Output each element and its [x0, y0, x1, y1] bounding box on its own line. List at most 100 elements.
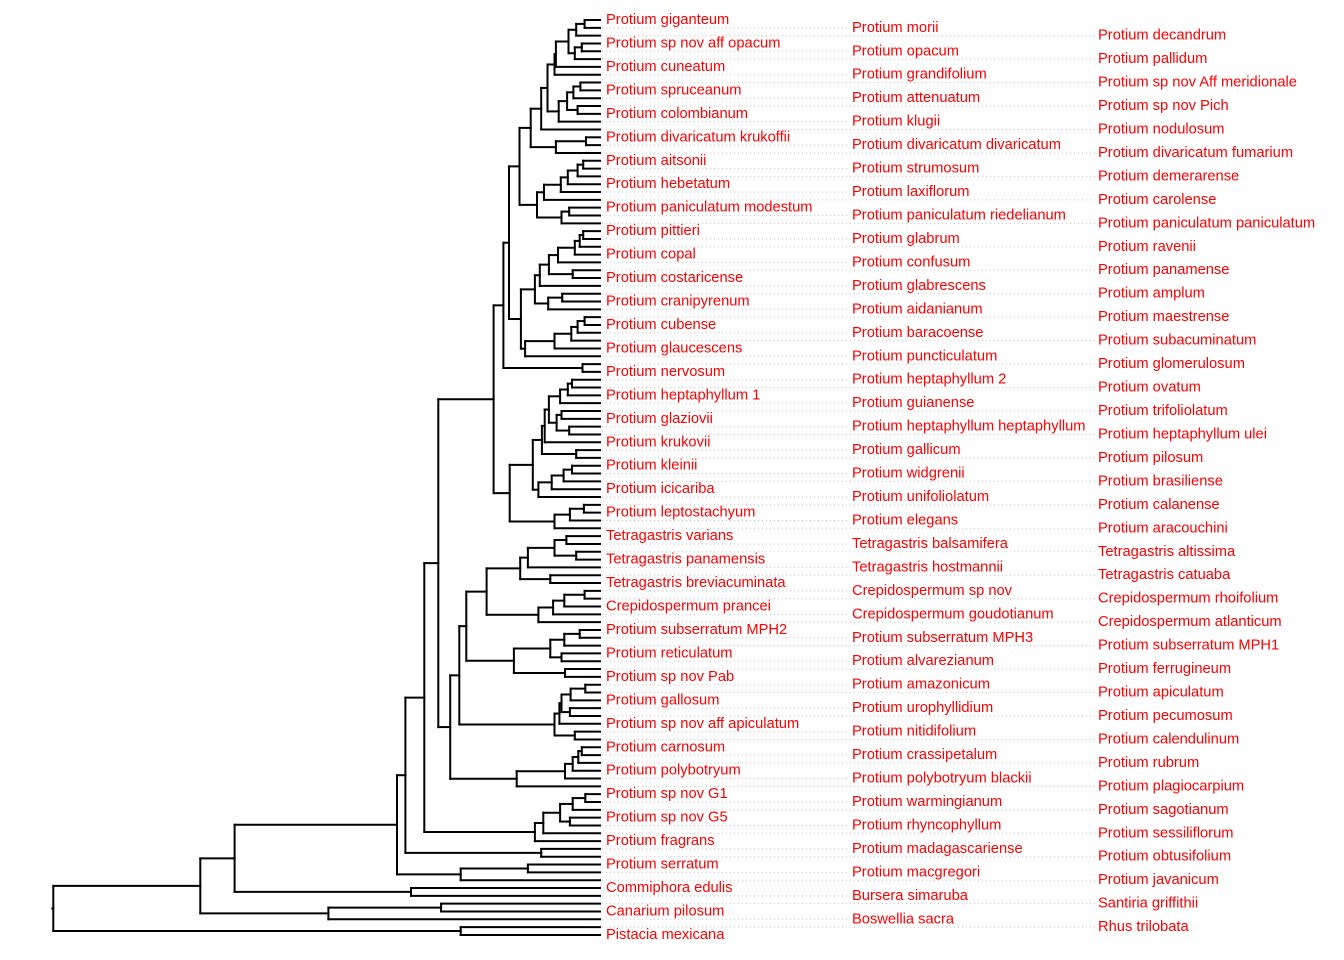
tip-label: Protium heptaphyllum 2: [852, 372, 1006, 388]
tip-label: Canarium pilosum: [606, 903, 724, 919]
tip-label: Protium paniculatum riedelianum: [852, 208, 1066, 224]
tip-label: Protium nitidifolium: [852, 724, 976, 740]
tip-labels: Protium giganteum Protium morii Protium de…: [606, 12, 1315, 943]
tip-label: Protium attenuatum: [852, 90, 980, 106]
tip-label: Protium heptaphyllum 1: [606, 387, 760, 403]
tip-label: Protium javanicum: [1098, 872, 1219, 888]
tip-label: Protium subserratum MPH2: [606, 622, 787, 638]
tip-label: Protium warmingianum: [852, 794, 1002, 810]
tip-label: Crepidospermum prancei: [606, 599, 771, 615]
tip-label: Protium paniculatum modestum: [606, 200, 813, 216]
tip-label: Protium carolense: [1098, 192, 1216, 208]
tip-label: Tetragastris altissima: [1098, 544, 1236, 560]
tip-label: Protium glaucescens: [606, 340, 742, 356]
tip-label: Protium amazonicum: [852, 677, 990, 693]
tip-label: Protium subacuminatum: [1098, 333, 1256, 349]
tip-label: Tetragastris balsamifera: [852, 536, 1009, 552]
tip-label: Protium obtusifolium: [1098, 849, 1231, 865]
tip-label: Protium apiculatum: [1098, 685, 1224, 701]
tip-label: Protium calanense: [1098, 497, 1220, 513]
tip-label: Protium heptaphyllum heptaphyllum: [852, 419, 1086, 435]
tip-label: Protium calendulinum: [1098, 731, 1239, 747]
tip-label: Protium nodulosum: [1098, 121, 1225, 137]
tip-label: Protium panamense: [1098, 262, 1229, 278]
tip-label: Protium sessiliflorum: [1098, 825, 1233, 841]
tip-label: Protium klugii: [852, 114, 940, 130]
tip-label: Protium widgrenii: [852, 466, 965, 482]
tip-label: Protium glaziovii: [606, 411, 713, 427]
tip-label: Protium pittieri: [606, 223, 700, 239]
tip-label: Protium sp nov Aff meridionale: [1098, 75, 1297, 91]
tip-label: Protium kleinii: [606, 458, 697, 474]
tip-label: Protium opacum: [852, 43, 959, 59]
tip-label: Pistacia mexicana: [606, 927, 725, 943]
tip-label: Protium gallosum: [606, 692, 719, 708]
tip-label: Protium cranipyrenum: [606, 294, 750, 310]
tip-label: Rhus trilobata: [1098, 919, 1189, 935]
tip-label: Protium glomerulosum: [1098, 356, 1245, 372]
tip-label: Protium madagascariense: [852, 841, 1023, 857]
tip-label: Protium sp nov Pich: [1098, 98, 1229, 114]
tip-label: Protium ferrugineum: [1098, 661, 1231, 677]
tip-label: Protium ovatum: [1098, 380, 1201, 396]
tip-label: Protium subserratum MPH3: [852, 630, 1033, 646]
tip-label: Protium fragrans: [606, 833, 715, 849]
tip-label: Protium giganteum: [606, 12, 729, 28]
tip-label: Protium cuneatum: [606, 59, 725, 75]
tip-label: Protium rhyncophyllum: [852, 817, 1001, 833]
tip-label: Protium crassipetalum: [852, 747, 997, 763]
tip-label: Protium divaricatum fumarium: [1098, 145, 1293, 161]
tip-label: Protium morii: [852, 20, 939, 36]
tip-label: Protium heptaphyllum ulei: [1098, 426, 1267, 442]
tip-label: Protium unifoliolatum: [852, 489, 989, 505]
tip-label: Santiria griffithii: [1098, 896, 1198, 912]
tip-label: Protium polybotryum: [606, 763, 741, 779]
tip-label: Protium spruceanum: [606, 82, 742, 98]
tip-label: Protium macgregori: [852, 864, 980, 880]
tip-label: Protium subserratum MPH1: [1098, 638, 1279, 654]
tip-label: Protium polybotryum blackii: [852, 771, 1032, 787]
tip-label: Protium confusum: [852, 254, 970, 270]
tip-label: Protium puncticulatum: [852, 348, 997, 364]
tip-label: Protium divaricatum krukoffii: [606, 129, 790, 145]
tip-label: Protium brasiliense: [1098, 473, 1223, 489]
tip-label: Tetragastris catuaba: [1098, 567, 1231, 583]
tip-label: Protium trifoliolatum: [1098, 403, 1228, 419]
tip-label: Boswellia sacra: [852, 911, 955, 927]
tip-label: Protium carnosum: [606, 739, 725, 755]
tip-label: Protium aidanianum: [852, 301, 983, 317]
tip-label: Protium guianense: [852, 395, 974, 411]
tip-label: Protium cubense: [606, 317, 716, 333]
tip-label: Protium gallicum: [852, 442, 961, 458]
tip-label: Protium copal: [606, 247, 696, 263]
tip-label: Protium glabrum: [852, 231, 960, 247]
tip-label: Protium decandrum: [1098, 28, 1226, 44]
tip-label: Protium aracouchini: [1098, 520, 1228, 536]
tip-label: Protium divaricatum divaricatum: [852, 137, 1061, 153]
tip-label: Protium sp nov G5: [606, 810, 728, 826]
tip-label: Crepidospermum goudotianum: [852, 606, 1054, 622]
tip-label: Crepidospermum sp nov: [852, 583, 1013, 599]
tip-label: Bursera simaruba: [852, 888, 969, 904]
tip-label: Protium icicariba: [606, 481, 715, 497]
tip-label: Protium ravenii: [1098, 239, 1196, 255]
tip-label: Protium leptostachyum: [606, 505, 755, 521]
tip-label: Protium colombianum: [606, 106, 748, 122]
tip-label: Protium strumosum: [852, 161, 979, 177]
tip-label: Protium hebetatum: [606, 176, 730, 192]
tip-label: Protium elegans: [852, 512, 958, 528]
tip-label: Protium grandifolium: [852, 67, 987, 83]
tip-label: Protium plagiocarpium: [1098, 778, 1244, 794]
tip-label: Protium sp nov G1: [606, 786, 728, 802]
tip-label: Protium alvarezianum: [852, 653, 994, 669]
tip-label: Protium rubrum: [1098, 755, 1199, 771]
tip-label: Protium maestrense: [1098, 309, 1229, 325]
tip-label: Protium amplum: [1098, 286, 1205, 302]
tip-label: Protium glabrescens: [852, 278, 986, 294]
tip-label: Protium costaricense: [606, 270, 743, 286]
tip-label: Protium pilosum: [1098, 450, 1203, 466]
tip-label: Crepidospermum rhoifolium: [1098, 591, 1278, 607]
tip-label: Protium sp nov aff apiculatum: [606, 716, 799, 732]
tree-branches: [51, 19, 601, 936]
